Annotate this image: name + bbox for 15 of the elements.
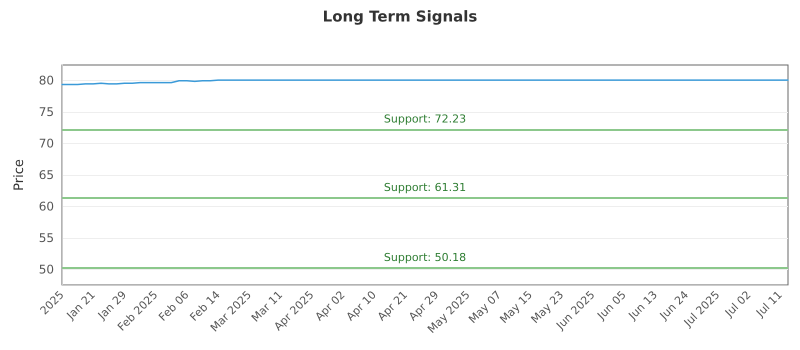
y-axis-title: Price: [12, 159, 27, 191]
y-tick-label: 50: [38, 262, 54, 276]
y-tick-label: 70: [38, 136, 54, 151]
y-tick-label: 55: [38, 230, 54, 245]
y-tick-label: 80: [38, 74, 54, 88]
y-tick-label: 65: [38, 168, 54, 182]
y-tick-label: 60: [38, 199, 54, 214]
x-tick-label: Jul 11: [753, 288, 785, 320]
x-tick-label: Jul 02: [722, 288, 754, 320]
y-tick-label: 75: [38, 105, 54, 120]
ref-line-label: Support: 50.18: [384, 251, 466, 264]
x-tick-label: Jan 21: [64, 288, 98, 323]
chart-title: Long Term Signals: [322, 8, 478, 26]
ref-line-label: Support: 72.23: [384, 112, 466, 126]
ref-line-label: Support: 61.31: [384, 181, 466, 194]
